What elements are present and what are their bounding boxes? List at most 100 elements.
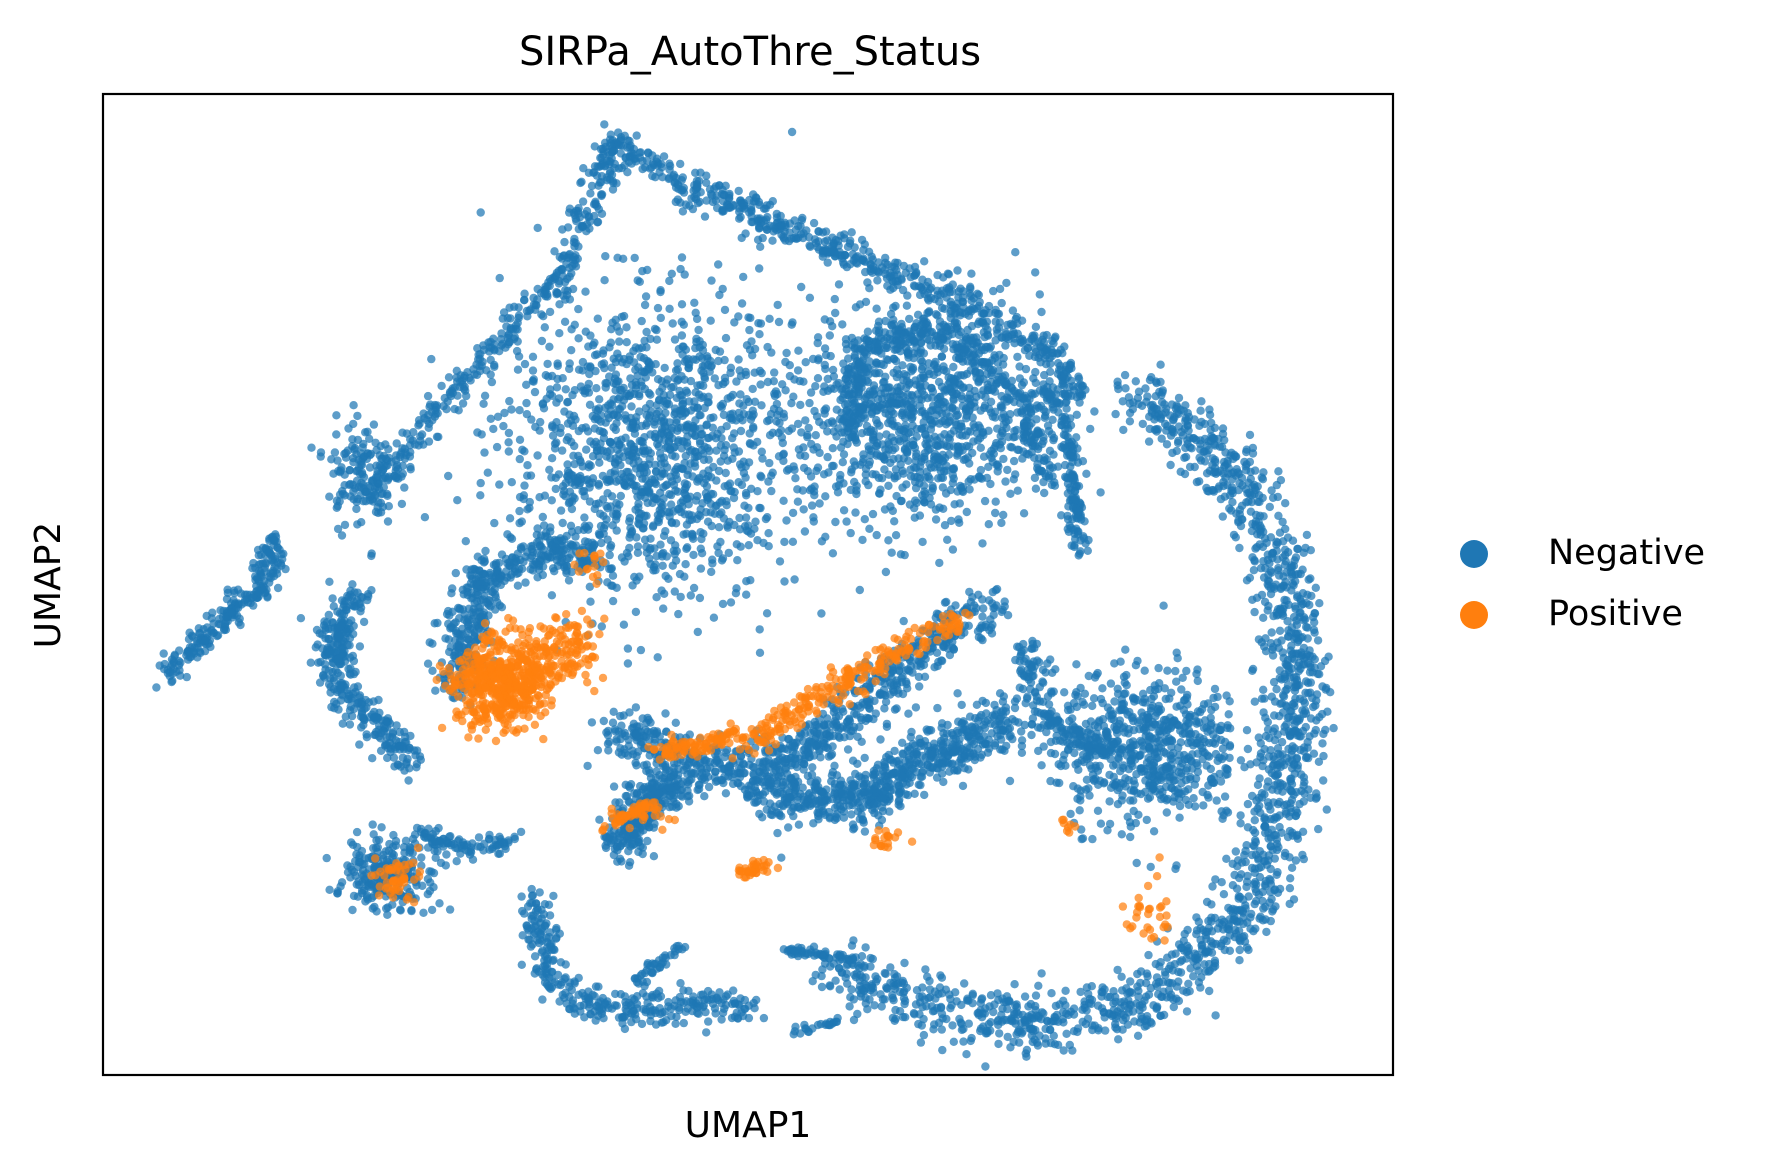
data-point: [395, 745, 404, 754]
data-point: [543, 292, 552, 301]
data-point: [401, 759, 411, 769]
data-point: [721, 181, 730, 190]
data-point: [937, 352, 947, 361]
data-point: [552, 271, 561, 280]
data-point: [348, 580, 357, 589]
data-point: [331, 666, 340, 675]
data-point: [584, 521, 594, 530]
data-point: [253, 586, 262, 596]
data-point: [1013, 486, 1022, 495]
data-point: [599, 146, 608, 156]
data-point: [563, 460, 572, 469]
data-point: [207, 626, 216, 636]
data-point: [702, 421, 711, 430]
data-point: [720, 355, 729, 365]
data-point: [905, 314, 914, 324]
data-point: [907, 390, 916, 400]
data-point: [696, 544, 705, 553]
data-point: [592, 384, 601, 393]
data-point: [677, 331, 687, 340]
data-point: [741, 473, 750, 482]
data-point: [597, 172, 607, 181]
data-point: [383, 476, 392, 485]
data-point: [677, 253, 687, 262]
data-point: [726, 392, 735, 402]
data-point: [374, 695, 383, 705]
data-point: [1046, 367, 1055, 376]
data-point: [930, 463, 939, 472]
data-point: [223, 585, 232, 594]
data-point: [834, 280, 844, 289]
data-point: [706, 356, 715, 366]
data-point: [526, 471, 536, 480]
data-point: [684, 363, 693, 373]
data-point: [597, 209, 607, 218]
data-point: [662, 399, 671, 408]
data-point: [633, 371, 642, 380]
data-point: [570, 234, 579, 244]
data-point: [567, 527, 577, 536]
data-point: [665, 490, 674, 499]
data-point: [452, 629, 461, 638]
data-point: [364, 698, 374, 707]
data-point: [921, 439, 930, 449]
data-point: [904, 353, 913, 362]
data-point: [515, 518, 524, 528]
data-point: [487, 573, 497, 582]
data-point: [324, 649, 333, 658]
data-point: [349, 621, 358, 631]
data-point: [633, 492, 642, 501]
data-point: [538, 562, 548, 571]
data-point: [397, 499, 407, 509]
data-point: [590, 504, 599, 514]
data-point: [1048, 472, 1057, 481]
data-point: [612, 509, 621, 518]
data-point: [592, 446, 602, 456]
data-point: [564, 433, 573, 442]
data-point: [824, 419, 833, 428]
data-point: [537, 336, 547, 346]
data-point: [676, 391, 685, 400]
data-point: [668, 561, 677, 570]
data-point: [481, 546, 490, 556]
data-point: [578, 462, 587, 471]
data-point: [821, 350, 831, 360]
data-point: [621, 411, 630, 420]
data-point: [540, 323, 549, 332]
data-point: [450, 404, 459, 414]
data-point: [657, 586, 666, 595]
data-point: [445, 647, 454, 657]
data-point: [911, 496, 920, 505]
data-point: [616, 141, 625, 150]
data-point: [1059, 440, 1069, 450]
data-point: [1040, 488, 1049, 498]
data-point: [665, 159, 674, 168]
data-point: [597, 622, 606, 631]
data-point: [799, 505, 808, 514]
data-point: [793, 419, 803, 429]
data-point: [912, 432, 921, 441]
data-point: [392, 439, 401, 448]
data-point: [842, 412, 851, 422]
data-point: [634, 457, 643, 466]
data-point: [842, 345, 851, 354]
data-point: [1023, 344, 1032, 353]
data-point: [508, 553, 517, 562]
data-point: [840, 234, 849, 243]
data-point: [797, 282, 806, 292]
data-point: [1006, 489, 1015, 498]
data-point: [384, 502, 393, 511]
data-point: [529, 293, 538, 303]
data-point: [642, 410, 651, 420]
data-point: [1073, 514, 1083, 523]
data-point: [389, 753, 399, 762]
data-point: [734, 447, 744, 456]
data-point: [855, 357, 864, 367]
data-point: [828, 365, 838, 375]
data-point: [690, 298, 699, 307]
data-point: [642, 156, 652, 165]
data-point: [472, 360, 481, 369]
data-point: [935, 398, 944, 407]
data-point: [405, 441, 415, 450]
data-point: [885, 334, 894, 344]
